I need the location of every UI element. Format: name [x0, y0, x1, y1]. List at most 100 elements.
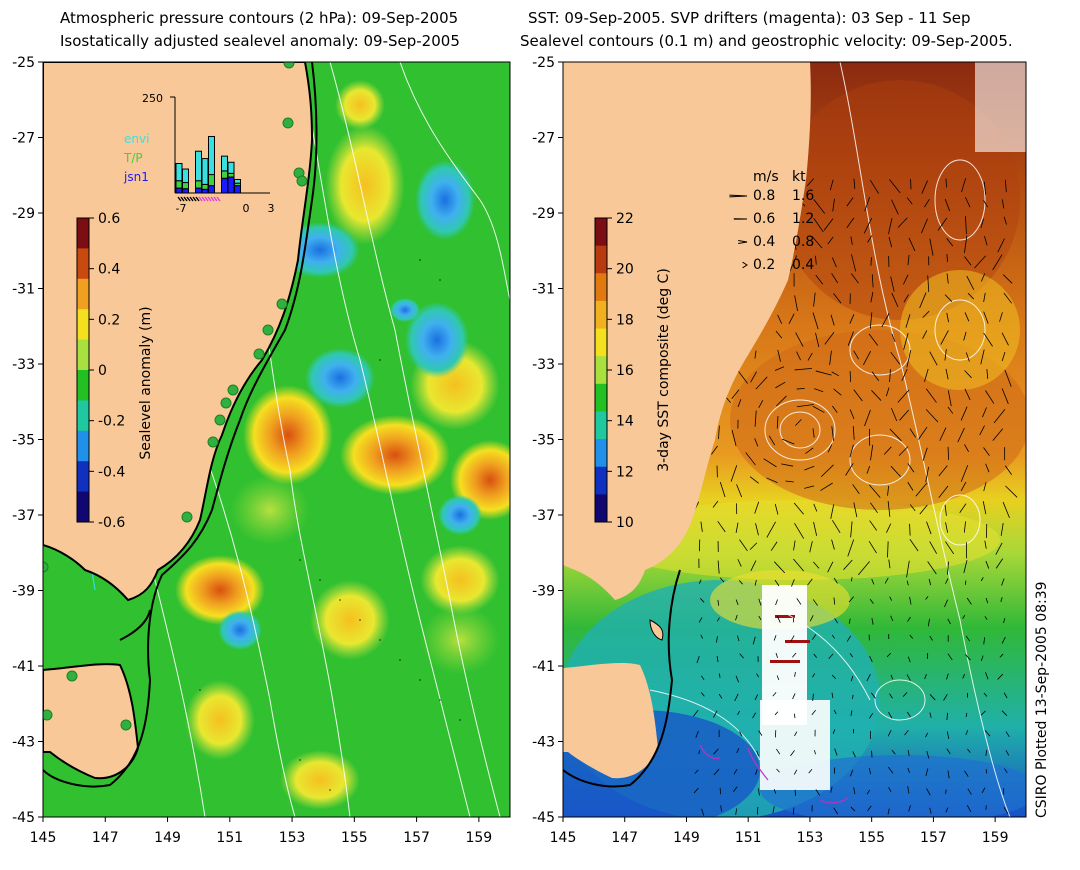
velocity-arrow	[785, 480, 794, 483]
velocity-arrow	[871, 274, 874, 288]
right-lat-label: -41	[532, 659, 555, 675]
velocity-arrow	[907, 786, 910, 794]
left-colorbar-swatch	[77, 400, 89, 432]
velocity-arrow	[811, 236, 823, 249]
velocity-arrow	[1001, 710, 1008, 716]
velocity-arrow	[984, 235, 988, 246]
inset-pass-marker	[192, 196, 197, 202]
velocity-arrow	[906, 711, 911, 718]
velocity-arrow	[847, 539, 855, 557]
velocity-arrow	[997, 238, 1005, 253]
velocity-arrow	[909, 538, 919, 552]
right-lat-label: -43	[532, 735, 555, 751]
inset-pass-marker	[213, 196, 218, 202]
velocity-arrow	[966, 805, 972, 813]
velocity-arrow	[866, 789, 871, 795]
right-colorbar-tick-label: 12	[616, 464, 634, 480]
velocity-arrow	[756, 673, 759, 678]
velocity-legend-ms-value: 0.8	[753, 188, 775, 204]
velocity-arrow	[831, 674, 837, 680]
velocity-arrow	[926, 750, 930, 759]
velocity-arrow	[719, 481, 726, 498]
inset-bar-segment	[221, 155, 228, 172]
left-colorbar-swatch	[77, 309, 89, 341]
velocity-arrow	[902, 692, 908, 697]
velocity-arrow	[869, 520, 878, 531]
velocity-legend-ms-value: 0.6	[753, 211, 775, 227]
velocity-arrow	[864, 409, 871, 427]
velocity-arrow	[868, 540, 877, 554]
velocity-arrow	[964, 444, 969, 452]
velocity-arrow	[796, 387, 805, 390]
velocity-arrow	[982, 501, 987, 515]
velocity-arrow	[812, 599, 818, 606]
velocity-arrow	[815, 332, 820, 348]
left-lat-label: -45	[12, 810, 35, 826]
velocity-arrow	[833, 293, 842, 304]
velocity-arrow	[1003, 807, 1009, 815]
velocity-arrow	[735, 599, 739, 606]
inset-bar-segment	[195, 180, 202, 189]
velocity-arrow	[834, 618, 839, 624]
velocity-arrow	[947, 561, 949, 575]
velocity-arrow	[980, 710, 986, 716]
left-colorbar-swatch	[77, 218, 89, 249]
velocity-arrow	[1002, 501, 1010, 519]
velocity-arrow	[1002, 274, 1013, 284]
velocity-arrow	[921, 180, 928, 194]
velocity-arrow	[776, 615, 781, 623]
velocity-arrow	[848, 618, 851, 624]
velocity-arrow	[806, 178, 815, 187]
velocity-arrow	[869, 712, 874, 719]
velocity-arrow	[904, 730, 909, 736]
velocity-arrow	[813, 217, 824, 233]
velocity-arrow	[897, 217, 908, 228]
left-coast-shelf	[43, 62, 318, 788]
left-colorbar-tick-label: 0.6	[98, 211, 120, 227]
velocity-arrow	[813, 292, 816, 307]
right-lat-label: -37	[532, 508, 555, 524]
velocity-arrow	[832, 405, 838, 413]
velocity-arrow	[986, 369, 989, 379]
velocity-arrow	[774, 579, 780, 587]
velocity-arrow	[815, 274, 824, 285]
velocity-arrow	[985, 749, 988, 756]
inset-bar-segment	[208, 174, 215, 187]
inset-bar-segment	[175, 163, 183, 182]
left-lon-label: 157	[403, 830, 430, 846]
velocity-arrow	[731, 430, 737, 447]
velocity-arrow	[946, 237, 954, 247]
velocity-arrow	[795, 419, 802, 426]
velocity-arrow	[890, 465, 901, 478]
velocity-arrow	[887, 808, 890, 815]
velocity-arrow	[886, 523, 892, 533]
velocity-arrow	[891, 407, 898, 422]
velocity-arrow	[889, 596, 892, 601]
velocity-arrow	[1004, 465, 1013, 475]
velocity-arrow	[832, 198, 835, 212]
inset-bar-segment	[175, 180, 183, 189]
velocity-arrow	[843, 559, 853, 570]
velocity-arrow	[985, 597, 989, 604]
velocity-arrow	[828, 653, 834, 660]
left-colorbar-label: Sealevel anomaly (m)	[138, 306, 154, 459]
velocity-arrow	[754, 438, 759, 447]
velocity-arrow	[983, 447, 990, 456]
left-colorbar-swatch	[77, 430, 89, 462]
velocity-arrow	[789, 255, 798, 272]
right-lat-label: -25	[532, 55, 555, 71]
inset-pass-marker	[198, 196, 203, 202]
velocity-arrow	[888, 237, 893, 248]
velocity-arrow	[766, 521, 776, 538]
velocity-arrow	[984, 616, 988, 620]
velocity-arrow	[804, 485, 815, 489]
inset-bar-segment	[227, 176, 235, 194]
velocity-legend-arrow	[733, 218, 748, 220]
velocity-arrow	[907, 656, 911, 663]
velocity-arrow	[947, 653, 953, 661]
right-coast-shelf	[563, 569, 681, 788]
velocity-arrow	[848, 596, 855, 603]
inset-x-tick-end: 3	[268, 202, 275, 215]
velocity-arrow	[891, 199, 899, 215]
velocity-arrow	[776, 395, 787, 407]
